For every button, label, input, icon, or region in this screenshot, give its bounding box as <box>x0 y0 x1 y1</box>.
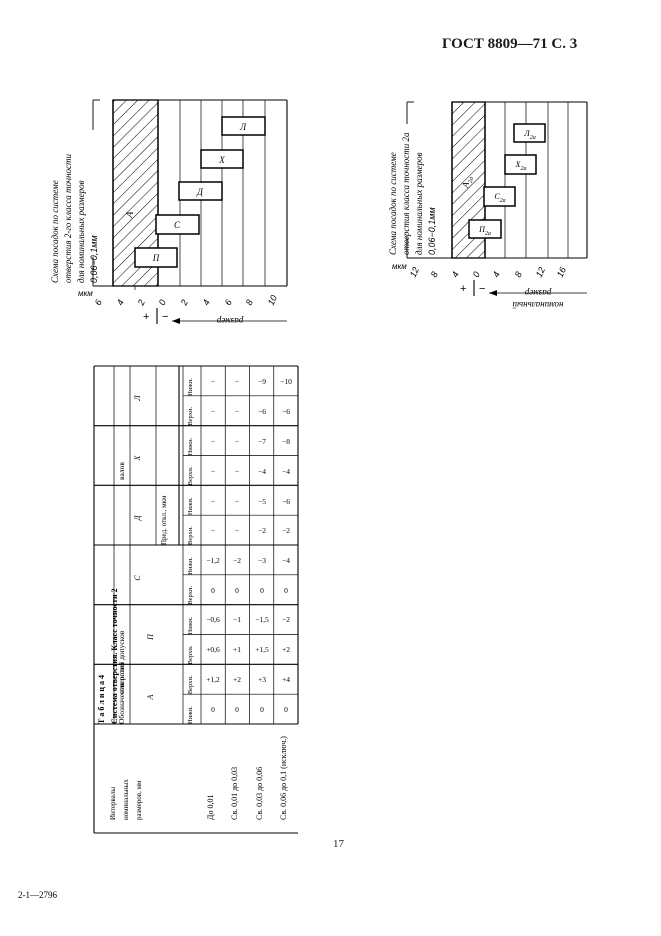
svg-text:Св. 0,06 до 0,1 (исключ.): Св. 0,06 до 0,1 (исключ.) <box>279 736 288 820</box>
svg-text:−: − <box>235 437 239 446</box>
svg-text:+: + <box>460 283 466 295</box>
svg-text:П: П <box>146 633 155 641</box>
svg-text:−: − <box>211 437 215 446</box>
svg-text:0: 0 <box>284 586 288 595</box>
svg-text:0: 0 <box>235 586 239 595</box>
svg-text:Т а б л и ц а 4: Т а б л и ц а 4 <box>97 675 106 724</box>
svg-text:0: 0 <box>284 705 288 714</box>
svg-text:4: 4 <box>450 270 461 279</box>
svg-text:8: 8 <box>429 270 440 279</box>
svg-text:−: − <box>235 407 239 416</box>
svg-text:2-1—2796: 2-1—2796 <box>18 890 57 900</box>
svg-text:+1,5: +1,5 <box>255 645 269 654</box>
svg-text:+2: +2 <box>233 675 241 684</box>
svg-text:0: 0 <box>211 586 215 595</box>
svg-text:С: С <box>133 575 142 581</box>
svg-text:0: 0 <box>260 705 264 714</box>
svg-text:−: − <box>235 377 239 386</box>
svg-text:До 0,01: До 0,01 <box>206 795 215 820</box>
svg-text:0: 0 <box>471 270 482 279</box>
svg-text:−6: −6 <box>282 497 290 506</box>
svg-text:−: − <box>211 526 215 535</box>
svg-text:−9: −9 <box>258 377 266 386</box>
svg-text:Схема посадок по системе: Схема посадок по системе <box>388 152 398 255</box>
svg-text:мкм: мкм <box>392 262 407 271</box>
svg-text:Нижн.: Нижн. <box>187 557 194 575</box>
svg-text:валов: валов <box>117 462 126 480</box>
svg-text:−: − <box>479 283 485 295</box>
svg-text:−: − <box>211 377 215 386</box>
svg-text:−1: −1 <box>233 615 241 624</box>
svg-text:−: − <box>235 526 239 535</box>
svg-text:Верхн.: Верхн. <box>187 526 194 545</box>
svg-text:Верхн.: Верхн. <box>187 466 194 485</box>
svg-text:Верхн.: Верхн. <box>187 675 194 694</box>
svg-text:+1,2: +1,2 <box>206 675 220 684</box>
svg-text:−7: −7 <box>258 437 266 446</box>
svg-text:0,06−0,1мм: 0,06−0,1мм <box>427 207 437 255</box>
svg-text:Св. 0,03 до 0,06: Св. 0,03 до 0,06 <box>255 767 264 820</box>
svg-text:−2: −2 <box>282 615 290 624</box>
svg-text:−1,2: −1,2 <box>206 556 220 565</box>
svg-text:−0,6: −0,6 <box>206 615 220 624</box>
svg-text:номинальных: номинальных <box>122 779 130 820</box>
svg-text:−10: −10 <box>280 377 292 386</box>
svg-text:+3: +3 <box>258 675 266 684</box>
svg-text:−2: −2 <box>282 526 290 535</box>
svg-text:Нижн.: Нижн. <box>187 616 194 634</box>
svg-text:−: − <box>211 467 215 476</box>
svg-text:−6: −6 <box>282 407 290 416</box>
svg-text:4: 4 <box>491 270 502 279</box>
svg-text:Л: Л <box>133 395 142 402</box>
svg-text:номинальный: номинальный <box>512 300 563 310</box>
svg-text:+1: +1 <box>233 645 241 654</box>
svg-text:размеров, мм: размеров, мм <box>135 780 143 820</box>
svg-text:Пред. откл., мкм: Пред. откл., мкм <box>160 495 168 545</box>
svg-text:−2: −2 <box>233 556 241 565</box>
svg-text:16: 16 <box>555 266 568 279</box>
svg-text:−5: −5 <box>258 497 266 506</box>
svg-text:Нижн.: Нижн. <box>187 437 194 455</box>
svg-text:−4: −4 <box>258 467 266 476</box>
svg-text:−6: −6 <box>258 407 266 416</box>
svg-text:А: А <box>146 694 155 700</box>
svg-text:0: 0 <box>260 586 264 595</box>
svg-text:−: − <box>235 497 239 506</box>
svg-text:−8: −8 <box>282 437 290 446</box>
svg-text:Св. 0,01 до 0,03: Св. 0,01 до 0,03 <box>230 767 239 820</box>
svg-text:для номинальных размеров: для номинальных размеров <box>414 152 424 255</box>
svg-text:Нижн.: Нижн. <box>187 378 194 396</box>
svg-text:0: 0 <box>235 705 239 714</box>
svg-text:0: 0 <box>211 705 215 714</box>
svg-text:Х: Х <box>133 454 142 461</box>
svg-text:Нижн.: Нижн. <box>187 706 194 724</box>
svg-text:−4: −4 <box>282 556 290 565</box>
svg-text:Нижн.: Нижн. <box>187 497 194 515</box>
svg-text:Интервалы: Интервалы <box>109 787 117 820</box>
svg-text:отверстия класса точности 2а: отверстия класса точности 2а <box>401 132 411 255</box>
svg-text:+0,6: +0,6 <box>206 645 220 654</box>
svg-text:−3: −3 <box>258 556 266 565</box>
svg-text:Верхн.: Верхн. <box>187 585 194 604</box>
svg-text:−: − <box>235 467 239 476</box>
svg-text:Верхн.: Верхн. <box>187 406 194 425</box>
svg-text:−: − <box>211 497 215 506</box>
svg-text:Д: Д <box>133 515 142 522</box>
svg-text:+2: +2 <box>282 645 290 654</box>
svg-text:размер: размер <box>524 288 552 298</box>
svg-text:отверстия: отверстия <box>117 662 126 694</box>
svg-text:−: − <box>211 407 215 416</box>
svg-text:12: 12 <box>534 266 547 279</box>
svg-text:12: 12 <box>408 266 421 279</box>
svg-text:Верхн.: Верхн. <box>187 645 194 664</box>
svg-text:−4: −4 <box>282 467 290 476</box>
svg-text:8: 8 <box>513 270 524 279</box>
svg-text:−1,5: −1,5 <box>255 615 269 624</box>
svg-text:+4: +4 <box>282 675 290 684</box>
svg-text:−2: −2 <box>258 526 266 535</box>
